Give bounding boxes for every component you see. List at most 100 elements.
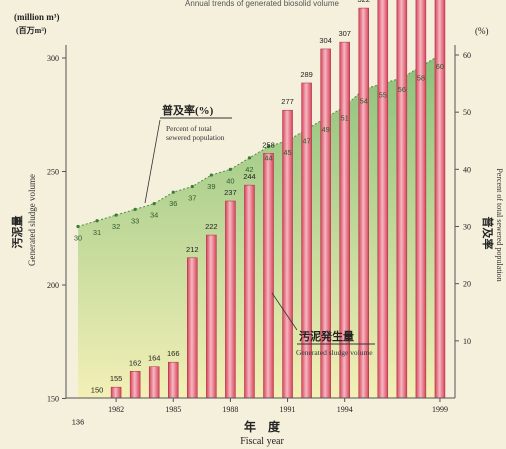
bar-value-labels: 136 150 155 162 164 166 212 222 237 244 258 277 289 3… (72, 0, 370, 426)
left-tick-label: 300 (47, 54, 59, 63)
x-axis-ticks: 1982 1985 1988 1991 1994 1999 (108, 398, 448, 414)
sludge-bar-layer (110, 0, 446, 399)
coverage-point (266, 144, 271, 149)
coverage-value-label: 44 (264, 153, 272, 162)
left-tick-label: 150 (47, 395, 59, 404)
right-tick-label: 10 (463, 337, 471, 346)
coverage-value-label: 40 (226, 176, 234, 185)
sludge-bar-1983 (129, 371, 141, 399)
sludge-bar-1988 (225, 200, 236, 399)
coverage-value-label: 55 (379, 91, 387, 100)
right-tick-label: 50 (463, 108, 471, 117)
left-axis-unit-en: (million m³) (14, 12, 59, 22)
left-axis-ticks: 400350300250200150 (47, 54, 66, 404)
coverage-point (171, 190, 175, 194)
left-axis-label-en: Generated sludge volume (27, 174, 37, 266)
coverage-value-label: 58 (417, 73, 425, 82)
sludge-bar-1993 (320, 48, 331, 399)
coverage-value-label: 33 (131, 216, 139, 225)
coverage-value-label: 34 (150, 211, 158, 220)
coverage-value-label: 37 (188, 193, 196, 202)
sludge-bar-1996 (377, 0, 389, 399)
right-tick-label: 40 (463, 165, 471, 174)
bar-value-label: 166 (167, 349, 180, 358)
right-axis-label-en: Percent of total sewered population (495, 168, 504, 281)
sludge-bar-1989 (244, 184, 255, 399)
bar-value-label: 164 (148, 354, 161, 363)
right-axis-unit: (%) (475, 26, 489, 36)
coverage-point (152, 202, 156, 206)
coverage-value-label: 47 (302, 136, 310, 145)
bar-value-label: 155 (110, 374, 123, 383)
sludge-bar-1999 (434, 0, 446, 399)
coverage-value-label: 36 (169, 199, 177, 208)
coverage-point (76, 224, 80, 229)
coverage-value-label: 56 (398, 85, 406, 94)
coverage-value-label: 60 (436, 62, 444, 71)
sludge-annotation-leader (271, 292, 298, 331)
bar-value-label: 304 (319, 36, 332, 45)
x-axis-label-ja: 年 度 (244, 419, 281, 434)
sludge-bar-1994 (339, 41, 350, 399)
chart-title: Annual trends of generated biosolid volu… (185, 0, 339, 8)
sludge-bar-1990 (263, 153, 274, 399)
x-axis-label-en: Fiscal year (240, 436, 284, 447)
coverage-point (133, 207, 137, 211)
coverage-point (209, 173, 213, 177)
bar-value-label: 162 (129, 358, 142, 367)
bar-value-label: 244 (243, 172, 256, 181)
coverage-value-label: 49 (321, 125, 329, 134)
left-axis-label-ja: 汚泥量 (10, 216, 24, 249)
sludge-bar-1984 (148, 366, 160, 399)
sludge-bar-1982 (110, 386, 122, 399)
bar-value-label: 277 (281, 97, 294, 106)
coverage-value-label: 32 (112, 222, 120, 231)
sludge-bar-1995 (358, 7, 369, 399)
right-tick-label: 60 (463, 51, 471, 60)
coverage-point (190, 184, 194, 189)
bar-value-label: 258 (262, 140, 275, 149)
coverage-annotation-en-1: Percent of total (166, 124, 212, 133)
x-tick-label: 1991 (280, 405, 296, 414)
coverage-value-label: 42 (245, 165, 253, 174)
bar-value-label: 136 (72, 417, 85, 426)
x-tick-label: 1994 (337, 405, 353, 414)
bar-value-label: 307 (338, 29, 351, 38)
bar-value-label: 237 (224, 188, 237, 197)
coverage-value-label: 45 (283, 148, 291, 157)
sludge-bar-1985 (168, 361, 179, 399)
coverage-value-label: 54 (360, 96, 368, 105)
right-tick-label: 20 (463, 280, 471, 289)
sludge-annotation-ja: 汚泥発生量 (299, 329, 354, 343)
left-axis-unit-ja: (百万m³) (16, 26, 47, 35)
bar-value-label: 289 (300, 70, 313, 79)
coverage-value-label: 31 (93, 228, 101, 237)
coverage-value-label: 39 (207, 182, 215, 191)
bar-value-label: 212 (186, 245, 199, 254)
sludge-bar-1986 (187, 257, 198, 399)
right-axis-label-ja: 普及率 (481, 217, 495, 250)
sludge-bar-1987 (206, 234, 217, 399)
coverage-value-label: 51 (341, 113, 349, 122)
sludge-bar-1998 (415, 0, 427, 399)
left-tick-label: 200 (47, 281, 59, 290)
coverage-point (95, 219, 99, 223)
right-axis-ticks: 60 50 40 30 20 10 (455, 51, 471, 346)
x-tick-label: 1985 (165, 405, 181, 414)
coverage-annotation-leader (144, 119, 161, 204)
coverage-value-labels: 30 31 32 33 34 36 37 39 40 42 44 45 47 49 51 54 55 56 58 60 (74, 62, 444, 243)
sludge-bar-1997 (396, 0, 408, 399)
right-tick-label: 30 (463, 223, 471, 232)
bar-value-label: 222 (205, 222, 218, 231)
coverage-point (114, 213, 118, 217)
coverage-point (247, 156, 252, 160)
coverage-value-label: 30 (74, 234, 82, 243)
sludge-annotation-en: Generated sludge volume (296, 348, 373, 357)
x-tick-label: 1988 (222, 405, 238, 414)
x-tick-label: 1982 (108, 405, 124, 414)
bar-value-label: 322 (357, 0, 370, 4)
coverage-annotation-en-2: sewered population (166, 133, 225, 142)
left-tick-label: 250 (47, 168, 59, 177)
